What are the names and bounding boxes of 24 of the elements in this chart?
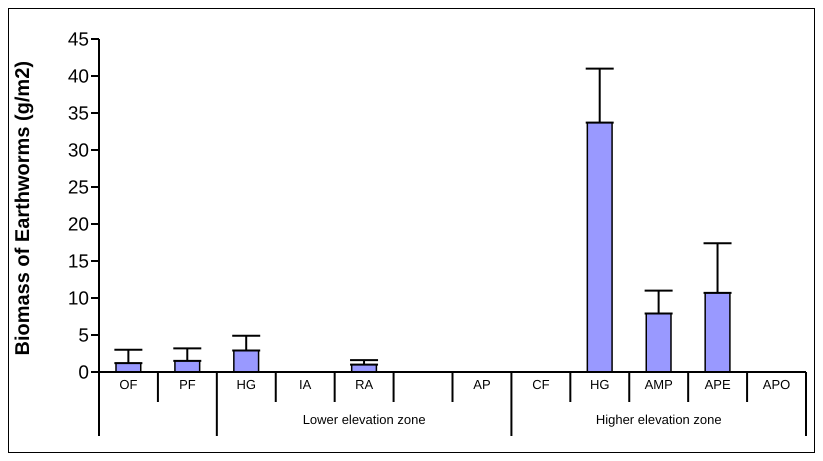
text: Lower elevation zone <box>302 412 426 427</box>
x-tick-label: HG <box>590 377 610 392</box>
x-tick-label: APO <box>762 377 790 392</box>
x-tick-label: PF <box>179 377 196 392</box>
y-tick-label: 35 <box>68 104 89 125</box>
y-tick-label: 45 <box>68 30 89 51</box>
x-tick-label: HG <box>236 377 256 392</box>
x-tick-label: OF <box>119 377 138 392</box>
y-axis-title: Biomass of Earthworms (g/m2) <box>12 60 34 356</box>
y-tick-label: 20 <box>68 214 89 236</box>
x-tick-label: RA <box>355 377 374 392</box>
y-tick-label: 25 <box>68 178 89 199</box>
text: Higher elevation zone <box>596 412 722 427</box>
y-tick-label: 40 <box>68 66 89 88</box>
x-tick-label: CF <box>532 377 550 392</box>
y-tick-label: 30 <box>68 140 89 162</box>
x-tick-label: AMP <box>644 377 673 392</box>
x-tick-label: AP <box>473 377 491 392</box>
y-tick-label: 10 <box>68 288 89 310</box>
y-tick-label: 5 <box>78 326 89 347</box>
y-tick-label: 15 <box>68 252 89 273</box>
x-tick-label: IA <box>299 377 312 392</box>
x-tick-label: APE <box>704 377 731 392</box>
y-tick-label: 0 <box>78 362 89 384</box>
